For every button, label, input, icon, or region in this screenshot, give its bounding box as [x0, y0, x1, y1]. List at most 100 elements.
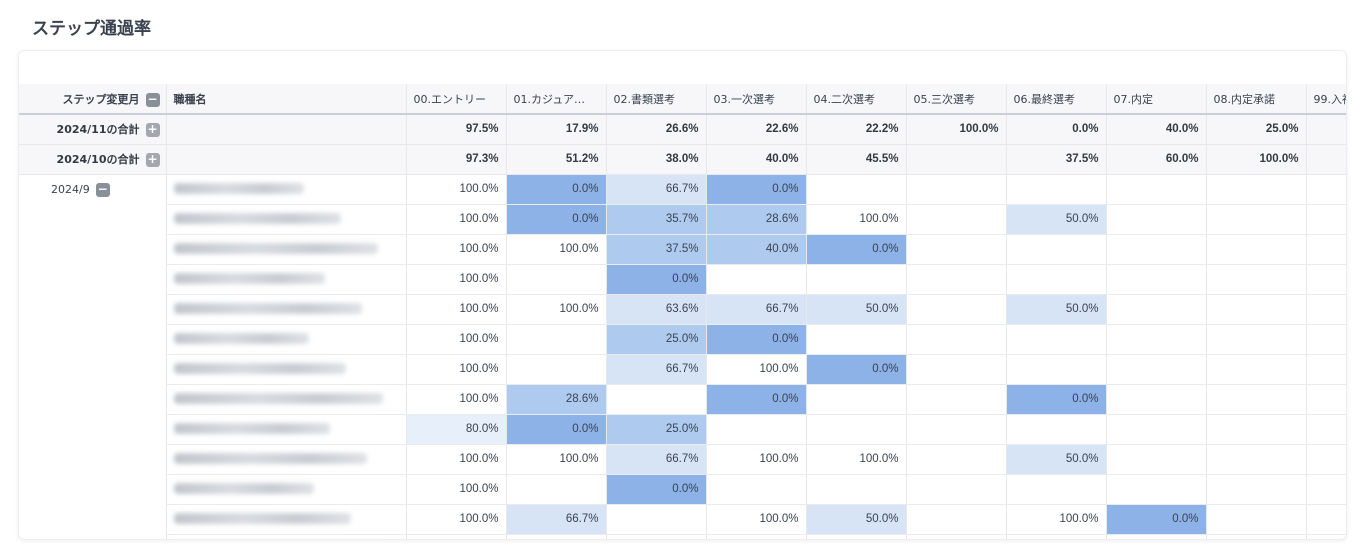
pass-rate-cell — [1305, 384, 1346, 415]
header-step-01[interactable]: 01.カジュア… — [505, 84, 606, 115]
job-name-cell-redacted — [165, 204, 406, 235]
month-group-cell[interactable]: 2024/9− — [19, 174, 166, 539]
pass-rate-cell — [1105, 264, 1206, 295]
pass-rate-cell — [905, 384, 1006, 415]
total-value-cell: 45.5% — [805, 144, 906, 175]
total-value-cell — [905, 144, 1006, 175]
total-value-cell: 40.0% — [1105, 114, 1206, 145]
pass-rate-cell — [805, 384, 906, 415]
header-step-03[interactable]: 03.一次選考 — [705, 84, 806, 115]
header-month-label: ステップ変更月 — [62, 92, 140, 106]
total-label-text: 2024/10の合計 — [56, 153, 140, 166]
pass-rate-cell: 50.0% — [1005, 294, 1106, 325]
pass-rate-cell — [805, 414, 906, 445]
pivot-table-card: ステップ変更月 − 職種名 00.エントリー 01.カジュア… 02.書類選考 0… — [18, 50, 1347, 540]
header-step-08[interactable]: 08.内定承諾 — [1205, 84, 1306, 115]
pass-rate-cell: 0.0% — [1005, 384, 1106, 415]
plus-box-icon[interactable]: + — [145, 122, 160, 138]
pass-rate-cell: 100.0% — [1005, 504, 1106, 535]
pass-rate-cell — [1105, 354, 1206, 385]
pass-rate-cell: 0.0% — [705, 324, 806, 355]
pass-rate-cell: 100.0% — [405, 234, 506, 265]
pass-rate-cell — [805, 324, 906, 355]
pass-rate-cell: 50.0% — [805, 504, 906, 535]
redacted-job-name — [173, 303, 362, 315]
pass-rate-cell — [705, 534, 806, 539]
pass-rate-cell — [905, 294, 1006, 325]
pass-rate-cell — [1105, 174, 1206, 205]
pass-rate-cell: 100.0% — [405, 504, 506, 535]
table-row: 100.0% 100.0% 37.5% 40.0% 0.0% — [19, 234, 1346, 265]
table-row: 100.0% 100.0% 66.7% 100.0% 100.0% 50.0% — [19, 444, 1346, 475]
pass-rate-cell — [805, 474, 906, 505]
pass-rate-cell — [1005, 174, 1106, 205]
header-step-99[interactable]: 99.入社 — [1305, 84, 1346, 115]
pass-rate-cell — [505, 354, 606, 385]
pass-rate-cell — [905, 324, 1006, 355]
table-row: 100.0% 25.0% 0.0% — [19, 324, 1346, 355]
minus-box-icon[interactable]: − — [95, 181, 110, 197]
pass-rate-cell: 50.0% — [1005, 444, 1106, 475]
header-step-00[interactable]: 00.エントリー — [405, 84, 506, 115]
pass-rate-cell — [1305, 174, 1346, 205]
pass-rate-cell: 0.0% — [505, 174, 606, 205]
pass-rate-cell: 50.0% — [805, 294, 906, 325]
table-row — [19, 534, 1346, 539]
redacted-job-name — [173, 333, 309, 345]
pass-rate-cell — [1105, 294, 1206, 325]
pass-rate-cell — [705, 414, 806, 445]
total-value-cell: 100.0% — [905, 114, 1006, 145]
pass-rate-cell — [505, 324, 606, 355]
redacted-job-name — [173, 183, 304, 195]
total-value-cell: 97.3% — [405, 144, 506, 175]
job-name-cell-redacted — [165, 234, 406, 265]
redacted-job-name — [173, 243, 378, 255]
pass-rate-cell: 100.0% — [705, 504, 806, 535]
header-step-06[interactable]: 06.最終選考 — [1005, 84, 1106, 115]
header-step-04[interactable]: 04.二次選考 — [805, 84, 906, 115]
redacted-job-name — [173, 483, 314, 495]
header-step-07[interactable]: 07.内定 — [1105, 84, 1206, 115]
pass-rate-cell — [405, 534, 506, 539]
total-row-job-cell — [165, 144, 406, 175]
pass-rate-cell: 0.0% — [505, 204, 606, 235]
pass-rate-cell: 100.0% — [805, 204, 906, 235]
job-name-cell-redacted — [165, 354, 406, 385]
pass-rate-cell: 100.0% — [405, 324, 506, 355]
pass-rate-cell: 63.6% — [605, 294, 706, 325]
pass-rate-cell — [1305, 534, 1346, 539]
pass-rate-cell: 80.0% — [405, 414, 506, 445]
plus-box-icon[interactable]: + — [145, 152, 160, 167]
table-row: 100.0% 0.0% 35.7% 28.6% 100.0% 50.0% — [19, 204, 1346, 235]
total-value-cell: 100.0% — [1205, 144, 1306, 175]
table-row: 2024/9−100.0% 0.0% 66.7% 0.0% — [19, 174, 1346, 205]
pass-rate-cell — [1105, 534, 1206, 539]
pass-rate-cell — [1105, 474, 1206, 505]
redacted-job-name — [173, 363, 346, 375]
minus-box-icon[interactable]: − — [145, 91, 160, 107]
pass-rate-cell: 100.0% — [405, 474, 506, 505]
total-value-cell: 38.0% — [605, 144, 706, 175]
pass-rate-cell — [1205, 534, 1306, 539]
redacted-job-name — [173, 393, 383, 405]
total-value-cell: 22.2% — [805, 114, 906, 145]
pass-rate-cell — [1305, 204, 1346, 235]
pass-rate-cell — [1205, 204, 1306, 235]
header-step-02[interactable]: 02.書類選考 — [605, 84, 706, 115]
pass-rate-cell — [1105, 234, 1206, 265]
total-row-label[interactable]: 2024/11の合計 + — [19, 114, 166, 145]
total-value-cell: 22.6% — [705, 114, 806, 145]
pass-rate-cell: 100.0% — [505, 294, 606, 325]
pass-rate-cell — [1005, 354, 1106, 385]
pass-rate-cell — [1305, 444, 1346, 475]
header-job-name[interactable]: 職種名 — [165, 84, 406, 115]
pass-rate-cell — [1205, 444, 1306, 475]
page-title: ステップ通過率 — [32, 19, 151, 39]
header-step-05[interactable]: 05.三次選考 — [905, 84, 1006, 115]
header-step-change-month[interactable]: ステップ変更月 − — [19, 84, 166, 115]
pass-rate-cell — [805, 264, 906, 295]
month-group-label: 2024/9 — [51, 182, 90, 196]
pass-rate-cell: 100.0% — [405, 174, 506, 205]
pass-rate-cell: 100.0% — [505, 444, 606, 475]
total-row-label[interactable]: 2024/10の合計 + — [19, 144, 166, 175]
